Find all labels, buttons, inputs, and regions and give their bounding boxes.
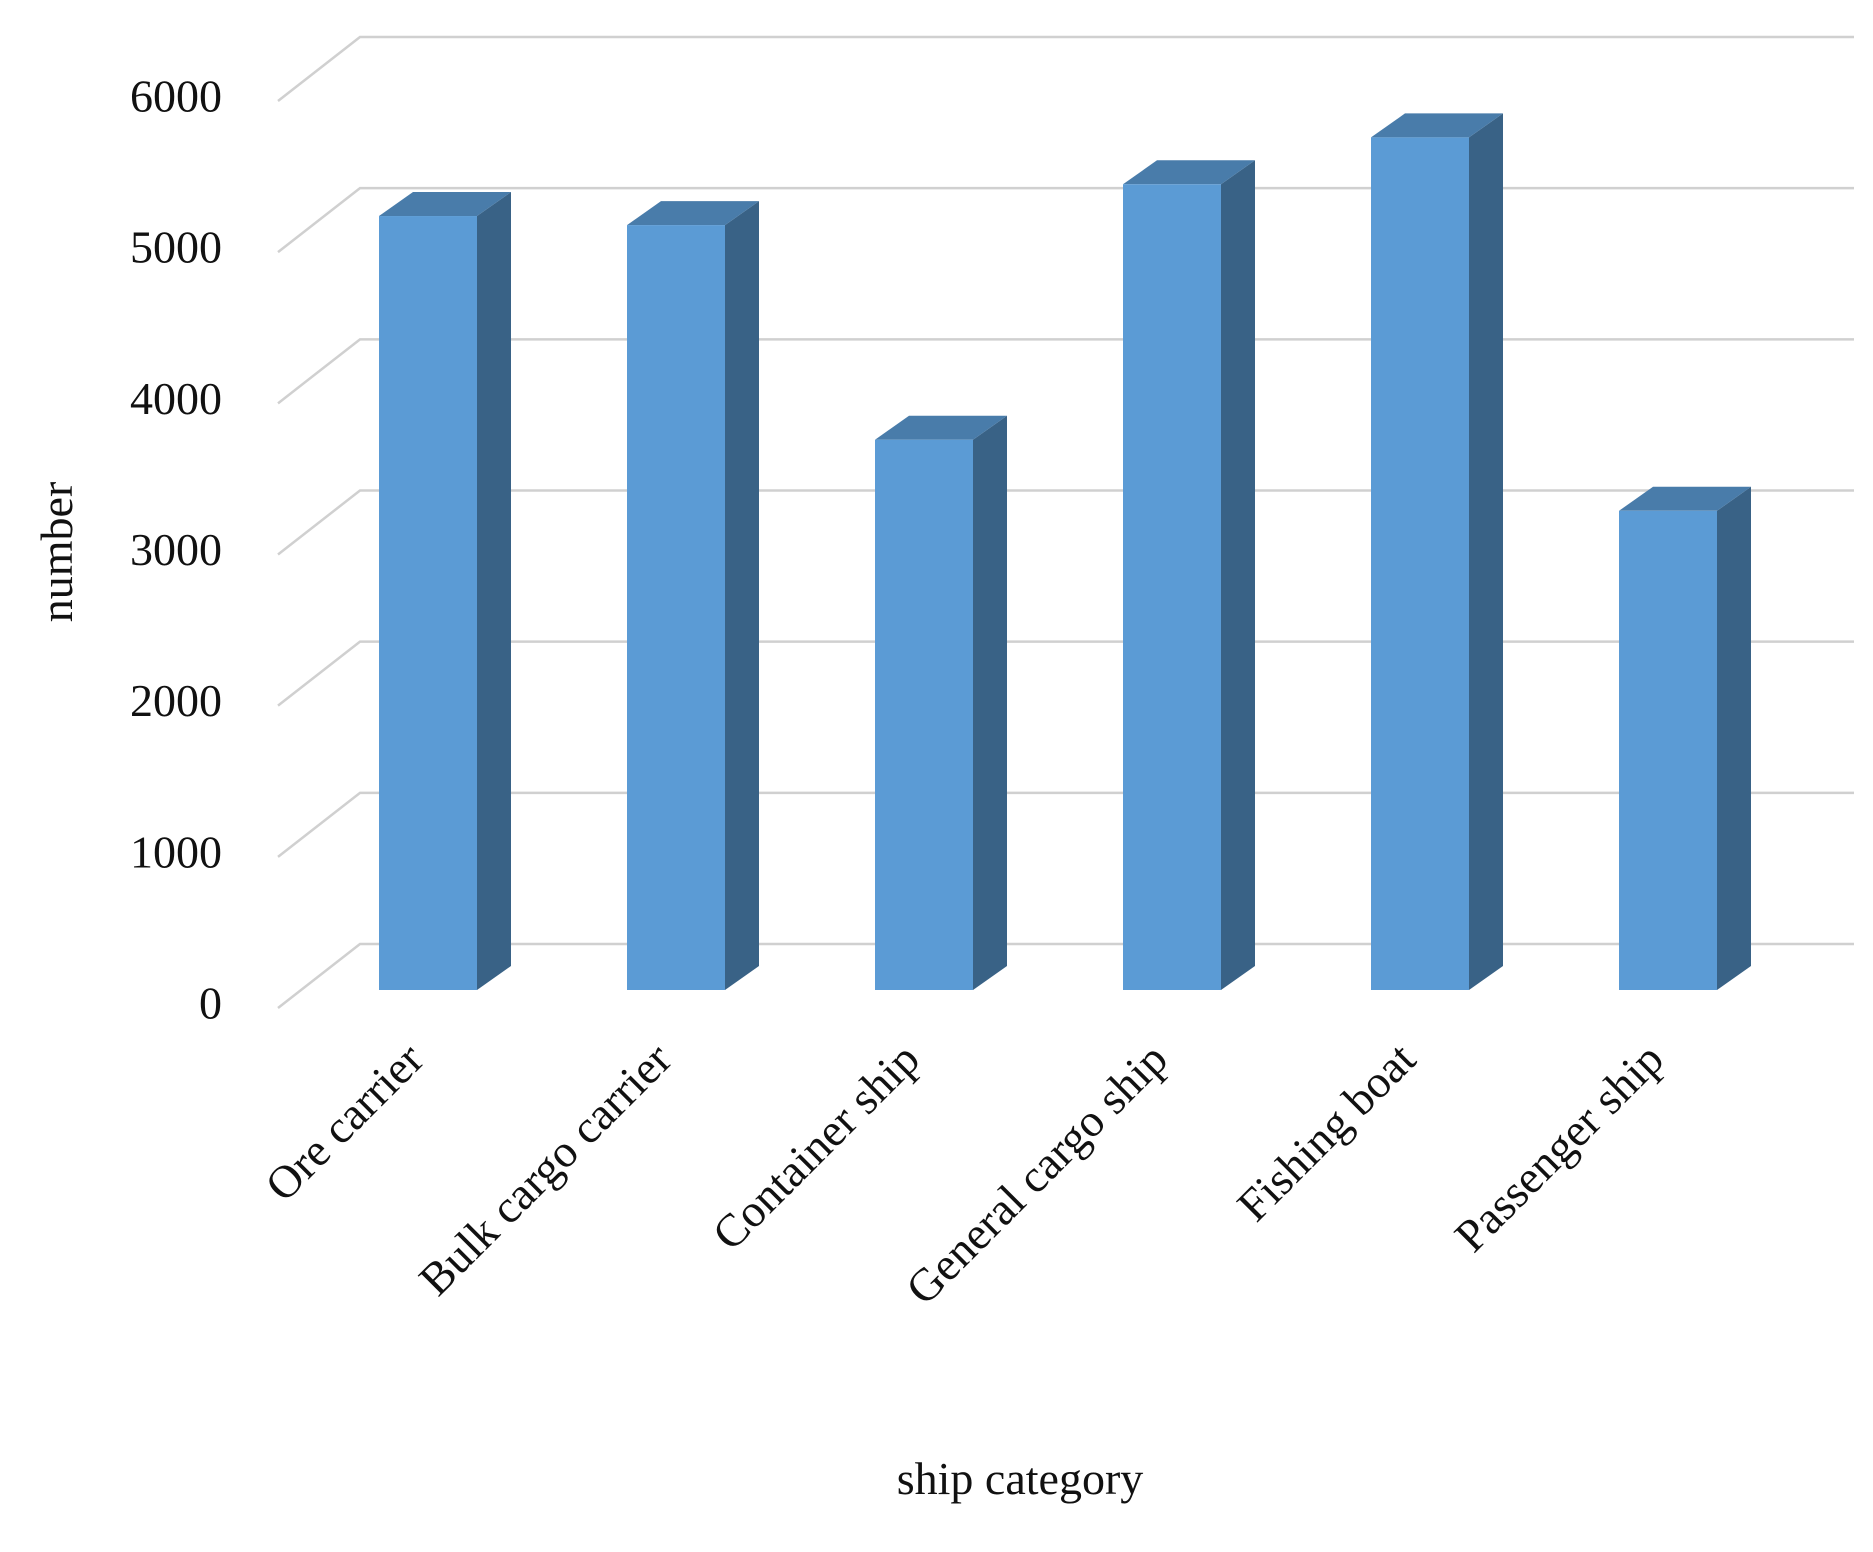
bar-top <box>1619 486 1751 511</box>
y-tick-label: 3000 <box>130 524 222 575</box>
bar-top <box>875 415 1007 440</box>
y-tick-label: 2000 <box>130 675 222 726</box>
y-tick-label: 0 <box>199 978 222 1029</box>
x-tick-label: Container ship <box>702 1033 929 1260</box>
bar-side <box>725 201 759 990</box>
bar <box>875 439 973 991</box>
grid-line <box>277 338 1854 405</box>
grid-line <box>277 942 1854 1009</box>
grid-line <box>277 35 1854 102</box>
bar-side <box>1717 486 1751 990</box>
y-tick-label: 6000 <box>130 71 222 122</box>
bar <box>379 216 477 990</box>
bar <box>627 225 725 990</box>
bar-top <box>1371 113 1503 138</box>
x-tick-label: General cargo ship <box>896 1033 1177 1314</box>
bar-top <box>1123 160 1255 185</box>
x-tick-label: Fishing boat <box>1227 1033 1425 1231</box>
y-tick-label: 5000 <box>130 222 222 273</box>
x-tick-label: Bulk cargo carrier <box>409 1033 681 1305</box>
y-tick-label: 1000 <box>130 826 222 877</box>
x-tick-label: Ore carrier <box>255 1033 433 1211</box>
bar-side <box>477 192 511 990</box>
grid-line <box>277 791 1854 858</box>
bar-side <box>1469 113 1503 991</box>
grid-line <box>277 186 1854 254</box>
bar-side <box>1221 160 1255 990</box>
bar <box>1123 184 1221 990</box>
grid-line <box>277 489 1854 556</box>
bar <box>1371 137 1469 991</box>
bar-top <box>627 201 759 226</box>
bar <box>1619 510 1717 990</box>
bar-top <box>379 192 511 217</box>
grid-line <box>277 640 1854 707</box>
y-axis-title: number <box>31 482 82 623</box>
y-tick-label: 4000 <box>130 373 222 424</box>
x-axis-title: ship category <box>897 1453 1144 1504</box>
x-tick-label: Passenger ship <box>1445 1033 1673 1261</box>
bar-side <box>973 415 1007 991</box>
